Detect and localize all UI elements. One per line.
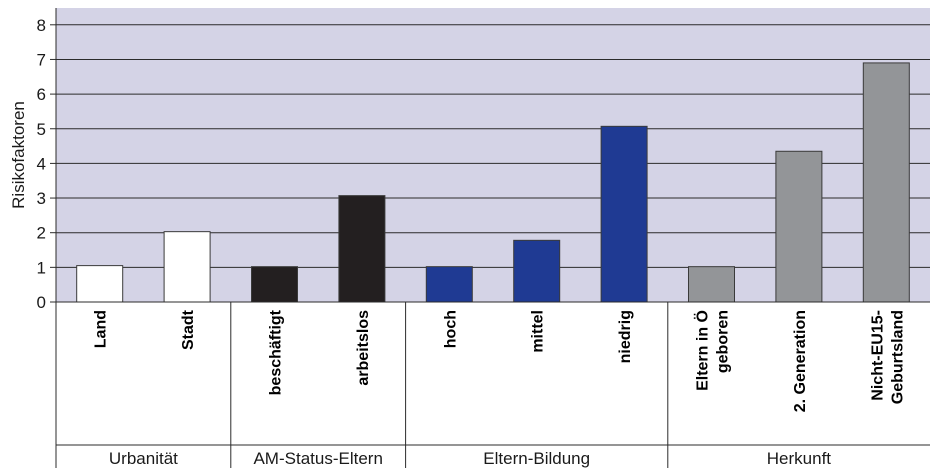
y-tick-label: 6 (37, 85, 46, 104)
y-tick-label: 7 (37, 50, 46, 69)
y-tick-label: 1 (37, 258, 46, 277)
category-label: Stadt (180, 309, 197, 350)
bar (513, 239, 561, 303)
category-label: Geburtsland (889, 310, 906, 404)
category-label: 2. Generation (792, 310, 809, 412)
bar (775, 150, 823, 303)
category-label: Nicht-EU15- (869, 310, 886, 401)
y-tick-label: 5 (37, 120, 46, 139)
bar (425, 266, 473, 303)
y-tick-label: 0 (37, 293, 46, 312)
bar (338, 195, 386, 303)
group-label: Herkunft (767, 449, 832, 468)
group-label: Urbanität (109, 449, 178, 468)
axes (55, 8, 930, 468)
category-table: Urbanität AM-Status-Eltern Eltern-Bildung H… (56, 302, 930, 468)
y-tick-label: 8 (37, 16, 46, 35)
bar (163, 231, 211, 303)
bar (600, 125, 648, 303)
y-tick-label: 3 (37, 189, 46, 208)
bar (688, 266, 735, 303)
category-label: hoch (442, 310, 459, 348)
bars (76, 62, 910, 303)
category-label: niedrig (617, 310, 634, 363)
bar (251, 266, 298, 303)
y-axis-label: Risikofaktoren (9, 101, 28, 209)
category-label: geboren (715, 310, 732, 373)
group-label: Eltern-Bildung (483, 449, 590, 468)
bar (862, 62, 910, 303)
category-label: beschäftigt (268, 309, 285, 395)
category-label: Eltern in Ö (693, 310, 712, 391)
category-label: Land (93, 310, 110, 348)
category-label: mittel (530, 310, 547, 353)
y-axis-ticks: 0 1 2 3 4 5 6 7 8 (37, 16, 56, 312)
category-label: arbeitslos (355, 310, 372, 386)
y-tick-label: 2 (37, 224, 46, 243)
bar (76, 265, 124, 303)
y-tick-label: 4 (37, 154, 46, 173)
group-label: AM-Status-Eltern (253, 449, 382, 468)
